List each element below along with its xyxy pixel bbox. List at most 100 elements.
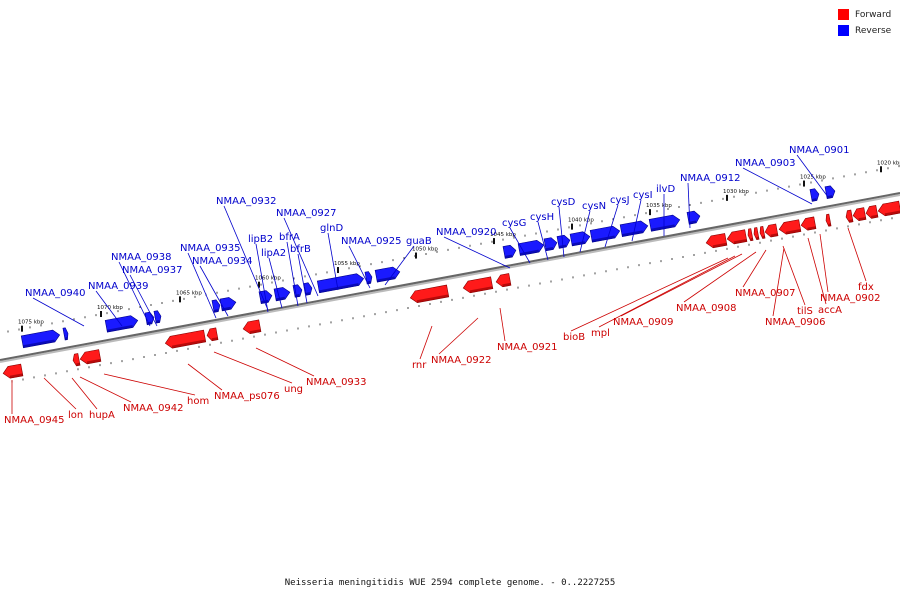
reverse-label-cysi: cysI [631, 190, 653, 242]
forward-gene-arrow [206, 327, 219, 342]
svg-text:tilS: tilS [797, 306, 813, 317]
reverse-label-cysn: cysN [579, 201, 606, 253]
reverse-label-bfrb: bfrB [290, 244, 311, 304]
svg-text:NMAA_0938: NMAA_0938 [111, 252, 172, 263]
reverse-gene-arrow [556, 234, 571, 249]
svg-text:NMAA_0925: NMAA_0925 [341, 236, 402, 247]
forward-gene-arrow [852, 207, 867, 222]
strand-legend: Forward Reverse [838, 8, 898, 40]
reverse-gene-arrow [824, 185, 836, 199]
reverse-gene-arrow [569, 231, 591, 247]
reverse-gene-arrow [104, 315, 139, 333]
legend-forward-label: Forward [855, 9, 892, 20]
svg-text:mpl: mpl [591, 328, 610, 339]
reverse-gene-arrow [589, 225, 621, 243]
forward-label-nmaa-0922: NMAA_0922 [431, 317, 492, 366]
kbp-tick-label: 1070 kbp [97, 305, 123, 311]
legend-reverse-label: Reverse [855, 25, 892, 36]
reverse-gene-arrow [211, 299, 221, 313]
forward-label-fdx: fdx [847, 227, 874, 293]
forward-gene-arrow [865, 205, 879, 219]
reverse-gene-arrow [153, 310, 162, 324]
forward-gene-arrow [800, 216, 817, 231]
forward-label-hupa: hupA [71, 377, 115, 421]
reverse-label-nmaa-0932: NMAA_0932 [216, 196, 277, 311]
reverse-gene-arrow [648, 214, 681, 232]
kbp-tick-label: 1035 kbp [646, 203, 672, 209]
svg-text:NMAA_0934: NMAA_0934 [192, 256, 253, 267]
reverse-gene-arrow [364, 271, 373, 285]
forward-label-nmaa-0909: NMAA_0909 [613, 253, 743, 328]
reverse-gene-arrow [543, 237, 558, 252]
svg-text:NMAA_0945: NMAA_0945 [4, 415, 65, 426]
svg-text:cysG: cysG [502, 218, 526, 229]
reverse-label-ilvd: ilvD [656, 184, 675, 236]
forward-gene-arrow [462, 276, 494, 294]
svg-text:ilvD: ilvD [656, 184, 675, 195]
reverse-gene-arrow [144, 311, 155, 326]
svg-text:NMAA_0939: NMAA_0939 [88, 281, 149, 292]
forward-label-acca: accA [807, 237, 842, 316]
svg-text:fdx: fdx [858, 282, 874, 293]
reverse-label-lipb2: lipB2 [248, 234, 273, 313]
forward-label-hom: hom [103, 373, 209, 407]
reverse-label-nmaa-0939: NMAA_0939 [88, 281, 149, 327]
svg-text:cysI: cysI [633, 190, 653, 201]
forward-label-rnr: rnr [412, 325, 433, 371]
svg-text:NMAA_0921: NMAA_0921 [497, 342, 558, 353]
svg-text:cysD: cysD [551, 197, 576, 208]
major-tick [337, 267, 339, 274]
gene-features [2, 185, 900, 379]
svg-text:NMAA_0935: NMAA_0935 [180, 243, 241, 254]
svg-text:NMAA_0903: NMAA_0903 [735, 158, 796, 169]
forward-label-nmaa-0908: NMAA_0908 [676, 251, 757, 314]
reverse-label-glnd: glnD [320, 223, 343, 291]
forward-gene-arrow [242, 319, 262, 335]
svg-text:NMAA_0920: NMAA_0920 [436, 227, 497, 238]
svg-text:hom: hom [187, 396, 209, 407]
forward-label-ung: ung [213, 351, 303, 395]
reverse-label-nmaa-0903: NMAA_0903 [735, 158, 813, 205]
reverse-label-nmaa-0912: NMAA_0912 [680, 173, 741, 229]
forward-gene-arrow [778, 219, 802, 235]
forward-gene-arrow [495, 273, 512, 288]
kbp-tick-label: 1050 kbp [412, 247, 438, 253]
svg-text:bioB: bioB [563, 332, 585, 343]
svg-text:NMAA_0908: NMAA_0908 [676, 303, 737, 314]
major-tick [179, 296, 181, 303]
svg-text:lipB2: lipB2 [248, 234, 273, 245]
reverse-label-nmaa-0938: NMAA_0938 [111, 252, 172, 327]
forward-gene-arrow [705, 233, 728, 249]
forward-label-nmaa-ps076: NMAA_ps076 [187, 363, 280, 402]
svg-text:lipA2: lipA2 [261, 248, 286, 259]
forward-gene-arrow [164, 329, 207, 349]
svg-text:glnD: glnD [320, 223, 343, 234]
reverse-gene-arrow [502, 244, 517, 259]
svg-text:NMAA_0909: NMAA_0909 [613, 317, 674, 328]
major-tick [649, 209, 651, 216]
forward-label-nmaa-0942: NMAA_0942 [79, 376, 184, 414]
reverse-label-nmaa-0935: NMAA_0935 [180, 243, 241, 319]
major-tick [493, 238, 495, 245]
major-tick [100, 311, 102, 318]
svg-text:lon: lon [68, 410, 83, 421]
major-tick [726, 194, 728, 201]
forward-label-nmaa-0907: NMAA_0907 [735, 249, 796, 299]
major-tick [258, 281, 260, 288]
svg-text:hupA: hupA [89, 410, 115, 421]
svg-text:cysJ: cysJ [610, 195, 630, 206]
reverse-label-guab: guaB [384, 236, 432, 286]
reverse-gene-arrow [517, 239, 545, 256]
reverse-label-nmaa-0934: NMAA_0934 [192, 256, 253, 317]
kbp-tick-label: 1045 kbp [490, 232, 516, 238]
forward-gene-arrow [72, 353, 81, 367]
forward-gene-arrow [2, 363, 24, 379]
reverse-gene-arrow [686, 210, 701, 225]
legend-forward: Forward [838, 8, 898, 21]
reverse-swatch [838, 25, 849, 36]
kbp-tick-label: 1060 kbp [255, 276, 281, 282]
genome-backbone [0, 192, 900, 363]
reverse-label-nmaa-0937: NMAA_0937 [122, 265, 183, 327]
forward-gene-arrow [726, 229, 748, 245]
svg-text:ung: ung [284, 384, 303, 395]
